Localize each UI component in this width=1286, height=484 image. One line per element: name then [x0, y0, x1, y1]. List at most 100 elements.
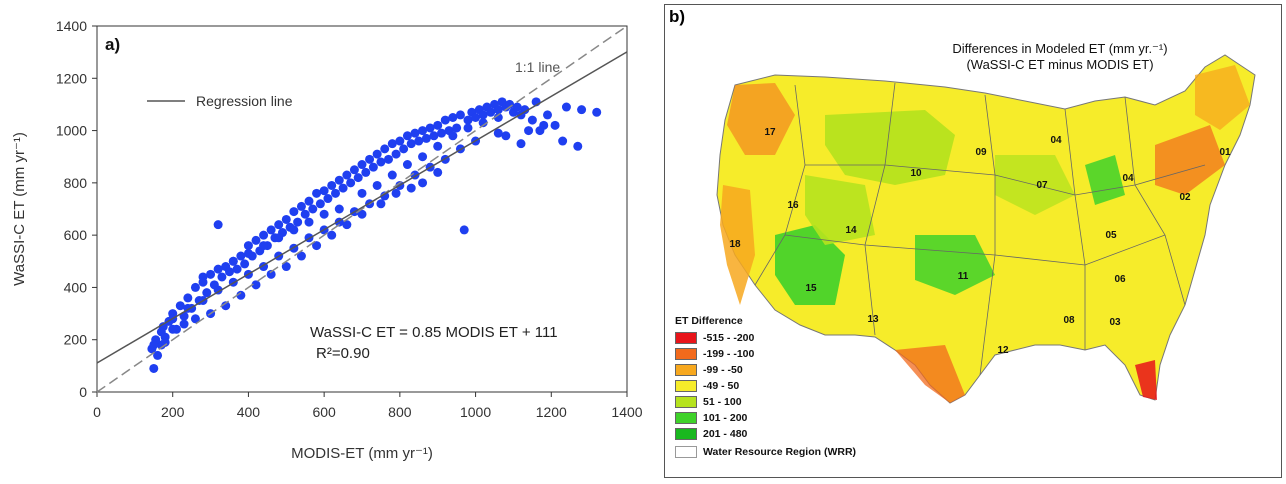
us-map: 01 02 03 04 04 05 06 07 08 09 10 11 12 13 14 15 16 17 18 [716, 54, 1256, 404]
data-point [319, 209, 329, 219]
legend-label: -199 - -100 [703, 348, 755, 360]
data-point [406, 139, 416, 149]
legend-row: 101 - 200 [675, 410, 856, 426]
y-tick-label: 0 [79, 384, 87, 400]
data-point [357, 160, 367, 170]
plot-frame [96, 25, 628, 393]
data-point [259, 241, 269, 251]
region-label: 16 [787, 200, 799, 211]
scatter-panel: 0 200 400 600 800 1000 1200 1400 0 200 400 600 800 10… [11, 18, 643, 462]
legend-row: 201 - 480 [675, 426, 856, 442]
region-01-orange [1195, 65, 1250, 130]
x-tick-label: 1000 [460, 404, 491, 420]
data-point [505, 99, 515, 109]
data-point [418, 152, 428, 162]
legend-label: -515 - -200 [703, 332, 755, 344]
data-point [402, 160, 412, 170]
data-point [168, 324, 178, 334]
region-label: 01 [1219, 147, 1231, 158]
region-04-green [1085, 155, 1125, 205]
legend-swatch [675, 332, 697, 344]
data-point [281, 262, 291, 272]
data-point [391, 188, 401, 198]
data-point [539, 120, 549, 130]
region-label: 07 [1036, 180, 1048, 191]
legend-swatch [675, 396, 697, 408]
data-point [558, 136, 568, 146]
data-point [228, 256, 238, 266]
data-point [342, 170, 352, 180]
data-point [380, 144, 390, 154]
data-point [440, 115, 450, 125]
region-label: 17 [764, 127, 776, 138]
map-title-line1: Differences in Modeled ET (mm yr.⁻¹) [952, 41, 1168, 56]
y-tick-label: 800 [64, 175, 88, 191]
data-point [429, 131, 439, 141]
data-point [190, 314, 200, 324]
region-02-orange [1155, 125, 1225, 195]
legend-swatch [675, 412, 697, 424]
region-label: 08 [1063, 315, 1075, 326]
x-tick-label: 400 [237, 404, 261, 420]
legend-label: 201 - 480 [703, 428, 748, 440]
data-point [349, 165, 359, 175]
data-point [308, 204, 318, 214]
data-point [327, 180, 337, 190]
region-label: 06 [1114, 274, 1126, 285]
data-point [463, 123, 473, 133]
legend-row: -49 - 50 [675, 378, 856, 394]
data-point [384, 154, 393, 164]
data-point [243, 248, 253, 258]
region-15-green [775, 225, 845, 305]
region-label: 18 [729, 239, 741, 250]
r2-annotation: R²=0.90 [316, 345, 370, 362]
data-point [459, 225, 469, 235]
panel-a-label: a) [105, 35, 120, 54]
x-tick-label: 1200 [536, 404, 567, 420]
data-point [372, 149, 382, 159]
data-point [304, 217, 314, 227]
region-12-orange [895, 345, 965, 403]
y-tick-label: 400 [64, 279, 88, 295]
data-point [391, 149, 401, 159]
data-point [577, 105, 587, 115]
x-tick-label: 800 [388, 404, 412, 420]
data-point [455, 110, 465, 120]
x-axis-label: MODIS-ET (mm yr⁻¹) [291, 445, 433, 462]
data-point [433, 141, 443, 151]
data-point [149, 340, 159, 350]
regression-line [96, 51, 628, 364]
data-point [387, 170, 397, 180]
data-point [418, 178, 428, 188]
map-legend: ET Difference -515 - -200 -199 - -100 -99 … [675, 315, 856, 460]
legend-title: ET Difference [675, 315, 743, 327]
data-point [156, 327, 166, 337]
data-point [501, 131, 511, 141]
legend-swatch [675, 364, 697, 376]
data-point [331, 188, 340, 198]
wrr-boundaries [754, 82, 1206, 376]
data-point [312, 188, 322, 198]
legend-regression-label: Regression line [196, 93, 293, 109]
data-point [334, 204, 344, 214]
data-point [402, 131, 412, 141]
data-point [448, 131, 458, 141]
data-point [421, 133, 431, 143]
region-label: 13 [867, 314, 879, 325]
region-label: 05 [1105, 230, 1117, 241]
data-point [202, 288, 212, 298]
data-point [524, 126, 534, 136]
legend-boundary-swatch [675, 446, 697, 458]
region-10-green [825, 110, 955, 185]
data-point [346, 178, 356, 188]
region-17-orange [727, 83, 795, 155]
data-point [486, 107, 496, 117]
data-point [561, 102, 571, 112]
data-point [153, 350, 163, 360]
data-point [357, 188, 367, 198]
data-point [315, 199, 325, 209]
data-point [281, 214, 291, 224]
data-point [448, 113, 458, 122]
map-title: Differences in Modeled ET (mm yr.⁻¹) (Wa… [895, 41, 1225, 73]
data-point [493, 113, 503, 122]
